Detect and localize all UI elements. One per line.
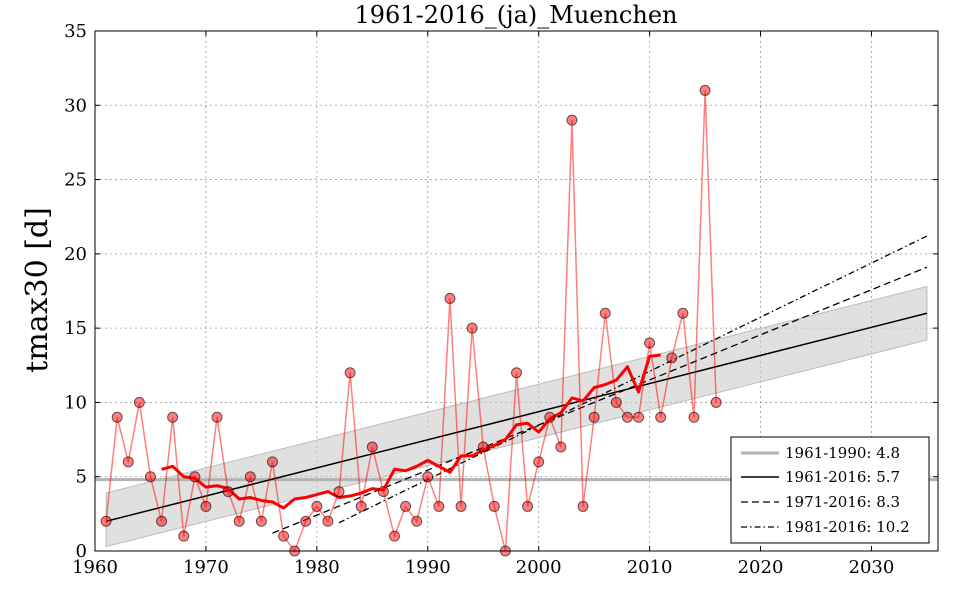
- y-tick-label-10: 10: [64, 392, 87, 413]
- data-point-1975: [255, 515, 267, 527]
- y-tick-label-5: 5: [76, 467, 87, 488]
- data-point-1994: [466, 322, 478, 334]
- x-tick-label-2010: 2010: [627, 557, 673, 578]
- data-point-1965: [144, 471, 156, 483]
- data-point-1980: [311, 500, 323, 512]
- y-tick-label-30: 30: [64, 95, 87, 116]
- series-group: [100, 84, 722, 557]
- data-point-1976: [266, 456, 278, 468]
- data-point-2001: [544, 411, 556, 423]
- data-point-1968: [178, 530, 190, 542]
- data-point-1961: [100, 515, 112, 527]
- plot-frame: [94, 30, 939, 552]
- data-point-1974: [244, 471, 256, 483]
- y-axis-label: tmax30 [d]: [20, 207, 55, 373]
- data-point-2000: [533, 456, 545, 468]
- x-tick-label-2030: 2030: [849, 557, 895, 578]
- data-point-1971: [211, 411, 223, 423]
- data-point-2012: [666, 352, 678, 364]
- data-point-1970: [200, 500, 212, 512]
- data-point-2009: [633, 411, 645, 423]
- data-point-1983: [344, 367, 356, 379]
- data-point-1973: [233, 515, 245, 527]
- y-tick-label-0: 0: [76, 541, 87, 562]
- x-tick-label-1970: 1970: [183, 557, 229, 578]
- legend-label-trend-1981: 1981-2016: 10.2: [785, 518, 910, 536]
- series-line-annual: [105, 90, 717, 553]
- data-point-1984: [355, 500, 367, 512]
- data-point-1998: [511, 367, 522, 379]
- data-point-1988: [400, 500, 412, 512]
- data-point-2010: [644, 337, 656, 349]
- data-point-1969: [189, 471, 201, 483]
- legend-label-trend-1961: 1961-2016: 5.7: [785, 468, 900, 486]
- data-point-1991: [433, 500, 445, 512]
- trend-line-1961-2016: [105, 312, 928, 523]
- chart-title: 1961-2016_(ja)_Muenchen: [355, 1, 678, 29]
- grid: [95, 31, 938, 551]
- legend: 1961-1990: 4.8 1961-2016: 5.7 1971-2016:…: [730, 436, 930, 544]
- y-tick-label-15: 15: [64, 318, 87, 339]
- x-tick-label-1990: 1990: [405, 557, 451, 578]
- data-point-2003: [566, 114, 578, 126]
- data-point-1982: [333, 486, 345, 498]
- data-point-1995: [477, 441, 489, 453]
- y-tick-label-20: 20: [64, 244, 87, 265]
- y-tick-label-35: 35: [64, 21, 87, 42]
- data-point-1966: [156, 515, 168, 527]
- x-tick-label-1980: 1980: [294, 557, 340, 578]
- trend-line-1971-2016: [272, 266, 928, 534]
- data-point-1972: [222, 486, 234, 498]
- data-point-2014: [688, 411, 700, 423]
- data-point-1986: [377, 486, 389, 498]
- data-point-2005: [588, 411, 600, 423]
- data-point-2007: [610, 396, 622, 408]
- x-tick-label-1960: 1960: [72, 557, 118, 578]
- data-point-1979: [300, 515, 312, 527]
- data-point-2006: [599, 307, 611, 319]
- data-point-2013: [677, 307, 689, 319]
- data-point-2008: [621, 411, 633, 423]
- legend-label-baseline: 1961-1990: 4.8: [785, 444, 900, 462]
- data-point-1977: [278, 530, 290, 542]
- data-point-2002: [555, 441, 567, 453]
- data-point-2015: [699, 84, 711, 96]
- axis-ticks: 1960 1970 1980 1990 2000 2010 2020 203005101520…: [64, 21, 938, 578]
- data-point-1962: [111, 411, 123, 423]
- data-point-1993: [455, 500, 467, 512]
- data-point-2004: [577, 500, 589, 512]
- data-point-2011: [655, 411, 667, 423]
- x-tick-label-2000: 2000: [516, 557, 562, 578]
- data-point-1967: [167, 411, 179, 423]
- data-point-1996: [488, 500, 500, 512]
- data-point-2016: [710, 396, 722, 408]
- legend-frame: [730, 436, 930, 544]
- legend-label-trend-1971: 1971-2016: 8.3: [785, 493, 900, 511]
- data-point-1964: [133, 396, 145, 408]
- data-point-1999: [522, 500, 534, 512]
- data-point-1989: [411, 515, 423, 527]
- y-tick-label-25: 25: [64, 170, 87, 191]
- data-point-1987: [388, 530, 400, 542]
- x-tick-label-2020: 2020: [738, 557, 784, 578]
- data-point-1981: [322, 515, 334, 527]
- data-point-1992: [444, 292, 456, 304]
- data-point-1963: [122, 456, 134, 468]
- series-line-moving-average: [161, 353, 661, 510]
- data-point-1985: [366, 441, 378, 453]
- data-point-1990: [422, 471, 434, 483]
